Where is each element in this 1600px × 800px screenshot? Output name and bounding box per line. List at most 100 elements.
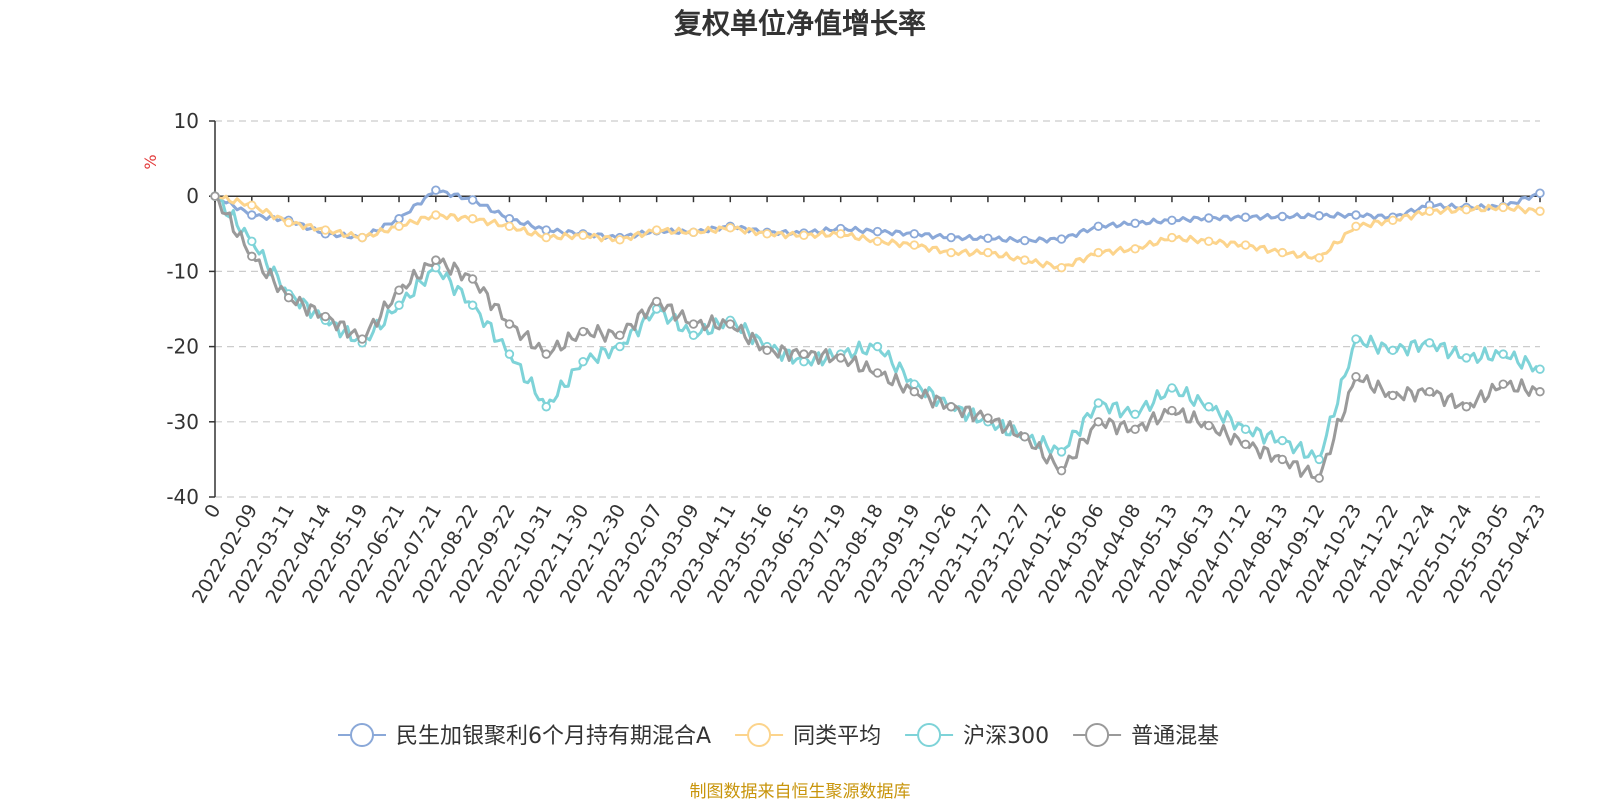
data-point (1314, 473, 1324, 483)
data-point (1461, 353, 1472, 363)
data-point (1240, 240, 1251, 250)
data-point (946, 402, 956, 412)
data-point (1535, 188, 1545, 198)
data-point (541, 402, 551, 412)
y-tick-label: -40 (166, 485, 199, 509)
data-point (835, 353, 846, 363)
data-point (835, 229, 846, 239)
data-point (909, 229, 920, 239)
data-point (1240, 439, 1251, 450)
data-point (1424, 338, 1435, 348)
data-point (688, 330, 699, 341)
legend[interactable]: 民生加银聚利6个月持有期混合A 同类平均 沪深300 普通混基 (338, 723, 1219, 749)
data-point (1498, 379, 1508, 389)
data-point (1093, 247, 1104, 258)
data-point (946, 247, 956, 258)
data-point (1204, 236, 1214, 247)
data-point (615, 235, 625, 245)
data-point (578, 230, 588, 241)
data-point (504, 214, 515, 224)
data-point (1130, 409, 1140, 419)
data-point (1240, 212, 1251, 222)
data-point (1277, 247, 1288, 258)
data-point (1056, 234, 1067, 244)
data-point (394, 221, 404, 231)
data-point (1093, 221, 1104, 231)
data-point (615, 330, 625, 341)
legend-item[interactable]: 同类平均 (735, 723, 881, 749)
data-point (983, 233, 993, 244)
data-point (1351, 221, 1361, 231)
data-point (1056, 465, 1067, 476)
x-tick-labels: 02022-02-092022-03-112022-04-142022-05-1… (188, 501, 1550, 608)
data-point (1388, 390, 1398, 401)
data-point (1424, 206, 1435, 216)
data-point (909, 379, 920, 389)
axes (209, 120, 1541, 498)
legend-item[interactable]: 沪深300 (905, 723, 1049, 749)
data-point (1424, 387, 1435, 397)
legend-marker-icon (350, 723, 374, 747)
data-point (1204, 402, 1214, 412)
legend-marker-icon (747, 723, 772, 747)
data-point (872, 226, 883, 237)
data-point (1204, 420, 1214, 431)
data-point (431, 255, 441, 265)
data-point (651, 304, 662, 314)
data-point (394, 300, 404, 310)
data-point (1461, 205, 1472, 215)
data-point (651, 225, 662, 235)
data-point (1167, 405, 1177, 416)
y-tick-label: -30 (166, 410, 199, 434)
legend-label: 普通混基 (1131, 724, 1219, 749)
data-point (983, 247, 993, 258)
source-note: 制图数据来自恒生聚源数据库 (690, 782, 911, 800)
data-point (1130, 244, 1140, 254)
data-point (247, 200, 257, 210)
data-point (1167, 232, 1177, 243)
data-point (504, 221, 515, 231)
data-point (1277, 211, 1288, 222)
data-point (1498, 202, 1508, 213)
data-point (578, 326, 588, 337)
data-point (762, 229, 772, 239)
y-tick-label: 10 (174, 109, 199, 133)
data-point (1020, 255, 1030, 265)
legend-marker-icon (1085, 723, 1110, 747)
data-point (357, 232, 367, 243)
data-point (1130, 424, 1140, 435)
data-point (1167, 383, 1177, 393)
data-point (541, 349, 551, 359)
y-tick-label: 0 (186, 184, 199, 208)
y-tick-labels: 10 0 -10 -20 -30 -40 (166, 109, 199, 509)
data-point (1388, 345, 1398, 356)
data-point (1498, 349, 1508, 359)
data-point (1056, 262, 1067, 273)
data-point (1167, 215, 1177, 225)
grid-lines (215, 120, 1540, 498)
data-point (909, 387, 920, 397)
data-point (1314, 211, 1324, 221)
data-point (725, 319, 735, 329)
legend-item[interactable]: 普通混基 (1073, 723, 1219, 749)
data-point (320, 311, 331, 322)
y-tick-label: -20 (166, 335, 199, 359)
data-point (651, 296, 662, 307)
data-point (247, 251, 257, 262)
data-point (1351, 334, 1361, 344)
data-point (467, 195, 478, 205)
data-point (1130, 218, 1140, 228)
data-point (799, 349, 809, 359)
data-point (762, 345, 772, 356)
data-point (1388, 215, 1398, 225)
data-point (799, 230, 809, 241)
y-axis-unit: % (141, 154, 160, 169)
data-point (725, 223, 735, 233)
data-point (247, 210, 257, 220)
legend-label: 沪深300 (963, 724, 1049, 749)
data-point (1020, 432, 1030, 442)
legend-marker-icon (917, 723, 942, 747)
data-point (1093, 398, 1104, 408)
legend-item[interactable]: 民生加银聚利6个月持有期混合A (338, 723, 711, 749)
